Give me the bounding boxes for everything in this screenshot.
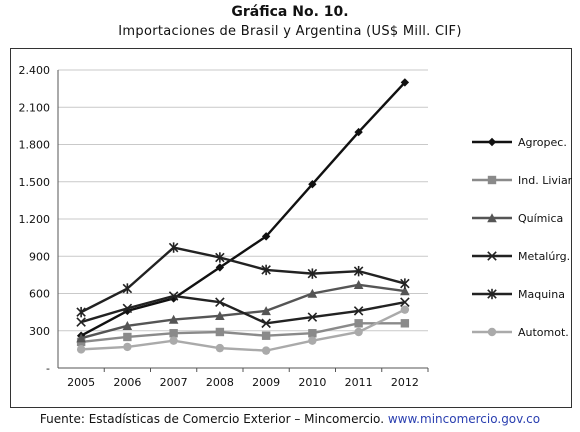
- data-point: [307, 312, 318, 322]
- y-tick-label: -: [46, 362, 50, 375]
- y-tick-label: 300: [29, 325, 50, 338]
- legend-label: Automot.: [518, 326, 569, 339]
- x-tick-label: 2011: [345, 376, 373, 389]
- data-point: [308, 329, 317, 338]
- data-point: [122, 283, 133, 294]
- data-point: [169, 336, 178, 345]
- legend-item: Metalúrg.: [472, 250, 570, 263]
- legend-label: Agropec.: [518, 136, 567, 149]
- line-chart: - 300 600 900 1.200 1.500 1.800 2.100 2.400 2005 2…: [10, 48, 580, 408]
- legend-label: Metalúrg.: [518, 250, 570, 263]
- series-line: [81, 308, 406, 352]
- series: [76, 78, 410, 355]
- y-tick-label: 1.200: [19, 213, 51, 226]
- data-point: [353, 265, 364, 277]
- data-point: [308, 180, 317, 189]
- data-point: [307, 268, 318, 279]
- data-point: [261, 232, 271, 241]
- series-line: [80, 246, 406, 314]
- x-tick-label: 2005: [67, 376, 95, 389]
- data-point: [400, 297, 410, 307]
- series-line: [80, 81, 406, 337]
- data-point: [487, 175, 497, 185]
- legend: Agropec. Ind. Liviana Química Metalúrg. Maqu…: [472, 136, 580, 339]
- data-point: [353, 280, 364, 290]
- data-point: [215, 343, 225, 353]
- legend-label: Ind. Liviana: [518, 174, 572, 187]
- chart-subtitle: Importaciones de Brasil y Argentina (US$…: [118, 24, 462, 39]
- data-point: [487, 327, 497, 337]
- data-point: [168, 314, 179, 324]
- x-tick-label: 2012: [391, 376, 419, 389]
- series-metal-rg-: [76, 291, 410, 329]
- data-point: [354, 127, 363, 137]
- data-point: [122, 303, 133, 314]
- chart-title: Gráfica No. 10.: [231, 4, 349, 20]
- data-point: [76, 306, 86, 318]
- data-point: [76, 333, 86, 343]
- y-tick-label: 900: [29, 250, 50, 263]
- data-point: [354, 319, 363, 328]
- data-point: [261, 264, 271, 276]
- data-point: [353, 306, 364, 316]
- data-point: [261, 306, 271, 316]
- data-point: [308, 336, 317, 345]
- y-tick-label: 1.800: [19, 139, 51, 152]
- legend-label: Química: [518, 212, 563, 225]
- chart-area: - 300 600 900 1.200 1.500 1.800 2.100 2.400 2005 2…: [10, 48, 580, 408]
- x-tick-label: 2009: [252, 376, 280, 389]
- data-point: [400, 286, 410, 296]
- data-point: [261, 318, 271, 329]
- data-point: [261, 346, 271, 355]
- data-point: [215, 327, 225, 337]
- data-point: [354, 327, 363, 337]
- data-point: [487, 213, 497, 223]
- data-point: [215, 311, 225, 321]
- data-point: [168, 291, 179, 301]
- legend-item: Maquina: [472, 288, 565, 301]
- data-point: [169, 329, 178, 338]
- data-point: [400, 78, 410, 87]
- series-line: [80, 322, 405, 344]
- legend-item: Ind. Liviana: [472, 174, 580, 187]
- y-tick-label: 2.100: [19, 101, 51, 114]
- data-point: [487, 251, 497, 261]
- data-point: [168, 242, 179, 253]
- x-tick-label: 2006: [113, 376, 141, 389]
- data-point: [307, 288, 318, 298]
- x-tick-label: 2007: [160, 376, 188, 389]
- data-point: [400, 305, 410, 314]
- legend-item: Química: [472, 212, 563, 225]
- x-tick-label: 2008: [206, 376, 234, 389]
- data-point: [123, 342, 132, 352]
- y-tick-label: 2.400: [19, 64, 51, 77]
- data-point: [215, 263, 225, 272]
- data-point: [76, 317, 86, 327]
- source-footer: Fuente: Estadísticas de Comercio Exterio…: [0, 412, 580, 426]
- data-point: [215, 252, 225, 263]
- chart-border: [10, 48, 572, 408]
- legend-label: Maquina: [518, 288, 565, 301]
- data-point: [215, 297, 225, 307]
- y-tick-label: 1.500: [19, 176, 51, 189]
- y-tick-label: 600: [29, 288, 50, 301]
- data-point: [76, 345, 86, 354]
- data-point: [400, 319, 410, 328]
- legend-item: Automot.: [472, 326, 569, 339]
- data-point: [123, 332, 132, 342]
- source-link[interactable]: www.mincomercio.gov.co: [387, 412, 541, 426]
- axes: - 300 600 900 1.200 1.500 1.800 2.100 2.400 2005 2…: [19, 64, 429, 389]
- data-point: [400, 278, 410, 289]
- series-automot-: [76, 305, 410, 355]
- source-text: Fuente: Estadísticas de Comercio Exterio…: [39, 412, 385, 426]
- data-point: [122, 320, 133, 330]
- series-line: [80, 294, 406, 325]
- series-maquina: [76, 242, 410, 318]
- x-tick-label: 2010: [298, 376, 326, 389]
- data-point: [487, 288, 497, 300]
- data-point: [261, 331, 271, 340]
